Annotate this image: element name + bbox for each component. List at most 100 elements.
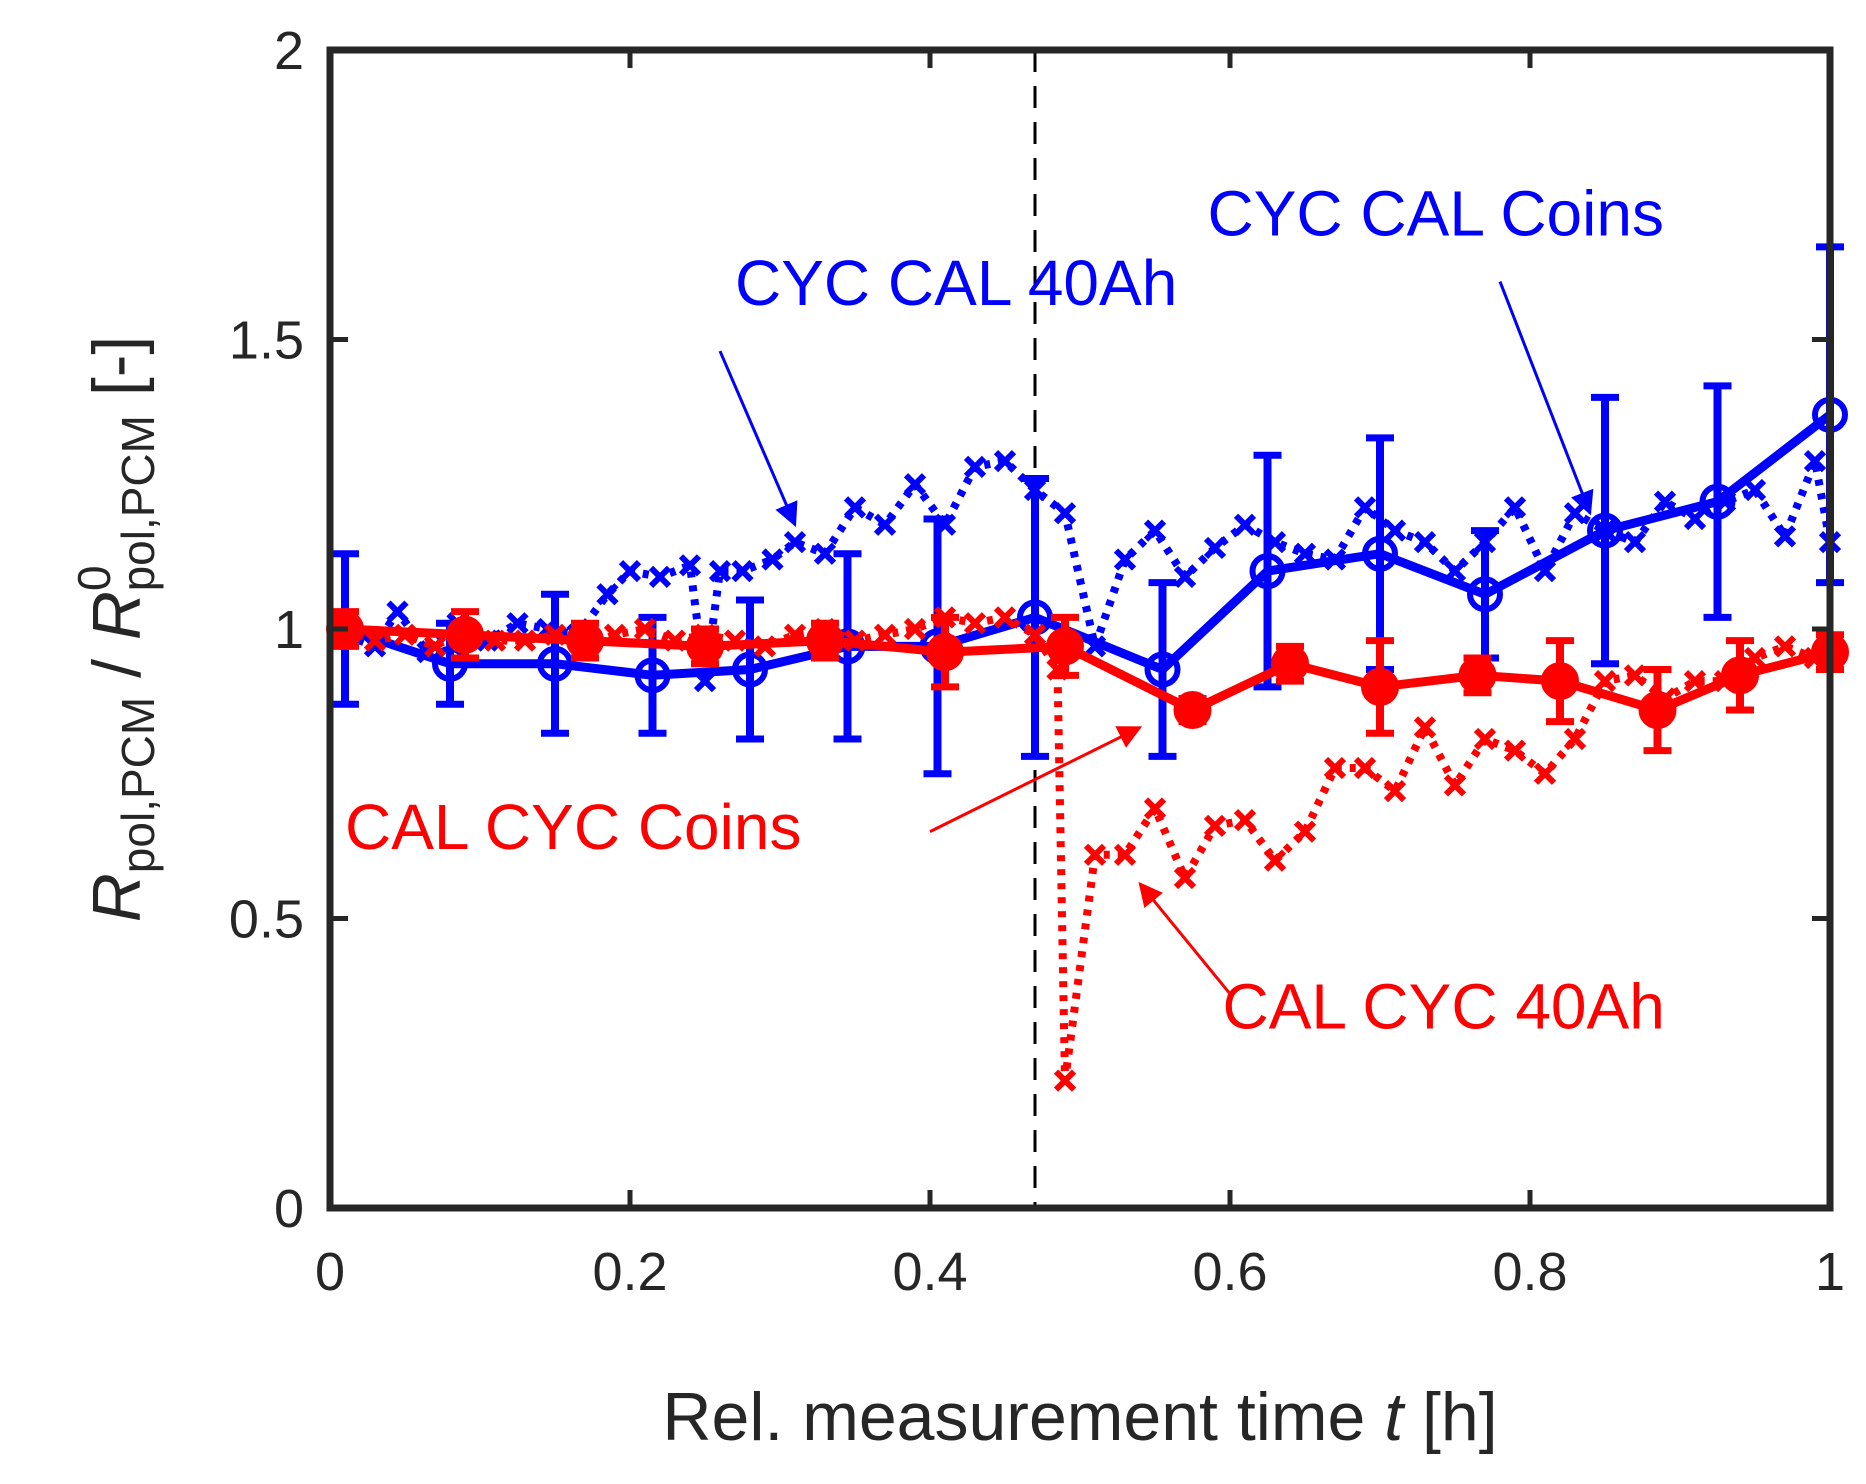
data-point [1271, 644, 1309, 683]
series-cyc-cal-40ah [333, 449, 1842, 693]
x-axis-label-unit: [h] [1403, 1379, 1498, 1455]
data-point [1563, 502, 1587, 525]
data-point [1503, 496, 1527, 519]
data-point [1293, 820, 1317, 843]
data-point [1113, 548, 1137, 571]
data-point-stroke [678, 554, 702, 577]
x-tick-label: 0.6 [1192, 1242, 1267, 1302]
data-point [1323, 756, 1347, 780]
data-point [634, 657, 671, 694]
data-point [1233, 808, 1257, 832]
data-point [1587, 512, 1623, 549]
data-point-stroke [1413, 716, 1437, 739]
annotation-label: CYC CAL Coins [1208, 177, 1664, 249]
x-tick-label: 0.2 [592, 1242, 667, 1302]
data-point [1113, 843, 1137, 866]
data-point [1699, 483, 1736, 520]
data-point [813, 542, 837, 565]
data-point-stroke [963, 612, 987, 635]
data-point [1563, 727, 1587, 751]
data-point [873, 513, 897, 536]
data-point [1638, 691, 1677, 730]
data-point [1144, 651, 1181, 688]
data-point [1458, 656, 1497, 695]
data-point [1413, 716, 1437, 739]
annotation-label: CYC CAL 40Ah [735, 247, 1177, 319]
data-point [678, 554, 702, 577]
annotation-cyc-cal-coins: CYC CAL Coins [1208, 177, 1664, 516]
annotation-layer: CYC CAL 40Ah CYC CAL Coins CAL CYC Coins CA… [345, 177, 1665, 1042]
data-point [566, 621, 604, 660]
data-point [1023, 623, 1047, 646]
data-point [618, 559, 642, 583]
data-point-stroke [963, 455, 987, 479]
data-point-stroke [1053, 502, 1077, 525]
data-point-stroke [1353, 756, 1377, 780]
data-point [1773, 635, 1797, 658]
y-tick-label: 1 [274, 600, 304, 660]
data-point [1413, 531, 1437, 554]
data-point-stroke [423, 635, 447, 658]
x-tick-label: 0.8 [1492, 1242, 1567, 1302]
data-point-stroke [1083, 843, 1107, 866]
data-point-stroke [1113, 548, 1137, 571]
data-point [873, 623, 897, 646]
data-point [596, 583, 619, 606]
data-point-stroke [1623, 664, 1647, 687]
data-point-stroke [1353, 496, 1377, 519]
data-point [993, 606, 1017, 629]
error-bar [1021, 474, 1049, 760]
data-point-stroke [1683, 507, 1707, 531]
data-point-stroke [813, 542, 837, 565]
data-point-stroke [1143, 797, 1167, 820]
data-point [1249, 553, 1286, 590]
annotation-cal-cyc-40ah: CAL CYC 40Ah [1138, 881, 1665, 1043]
data-point-stroke [1443, 774, 1467, 797]
annotation-label: CAL CYC Coins [345, 791, 801, 863]
data-point [1173, 691, 1212, 730]
data-point-stroke [1233, 513, 1257, 536]
data-point-stroke [993, 449, 1017, 473]
data-point [1773, 525, 1797, 548]
data-point [1053, 502, 1077, 525]
data-point-stroke [783, 531, 807, 554]
tick-layer: 0 0.2 0.4 0.6 0.8 1 0 0.5 1 1.5 2 [229, 21, 1845, 1302]
annotation-arrow [929, 726, 1143, 833]
data-point [1721, 656, 1759, 695]
data-point [1473, 727, 1497, 751]
data-point [903, 617, 927, 641]
data-point-stroke [1293, 542, 1317, 565]
data-point-stroke [1203, 536, 1227, 560]
data-point [963, 612, 987, 635]
data-point-stroke [1383, 519, 1407, 542]
data-point [1046, 627, 1084, 666]
data-point [926, 633, 964, 672]
y-label-den-sup: 0 [68, 565, 120, 591]
x-axis-label-main: Rel. measurement time [662, 1379, 1384, 1455]
data-point [1143, 797, 1167, 820]
data-point-stroke [506, 612, 529, 635]
y-tick-label: 1.5 [229, 311, 304, 371]
data-point [1383, 779, 1407, 803]
data-point-stroke [1503, 739, 1527, 762]
data-point-stroke [1803, 449, 1827, 473]
annotation-arrow [1138, 881, 1232, 995]
error-bar [1591, 393, 1619, 668]
data-point-stroke [708, 559, 732, 583]
data-point-stroke [1413, 531, 1437, 554]
data-point-stroke [1233, 808, 1257, 832]
y-label-den: R [79, 591, 155, 640]
y-label-unit: [-] [79, 336, 155, 415]
data-point [963, 455, 987, 479]
data-point [1353, 496, 1377, 519]
data-point-stroke [1503, 496, 1527, 519]
data-point-stroke [761, 548, 784, 571]
x-tick-label: 0.4 [892, 1242, 967, 1302]
x-tick-label: 0 [315, 1242, 345, 1302]
data-point [1233, 513, 1257, 536]
data-point-stroke [618, 559, 642, 583]
data-point [1203, 814, 1227, 837]
data-point [537, 645, 573, 682]
data-point [1503, 739, 1527, 762]
